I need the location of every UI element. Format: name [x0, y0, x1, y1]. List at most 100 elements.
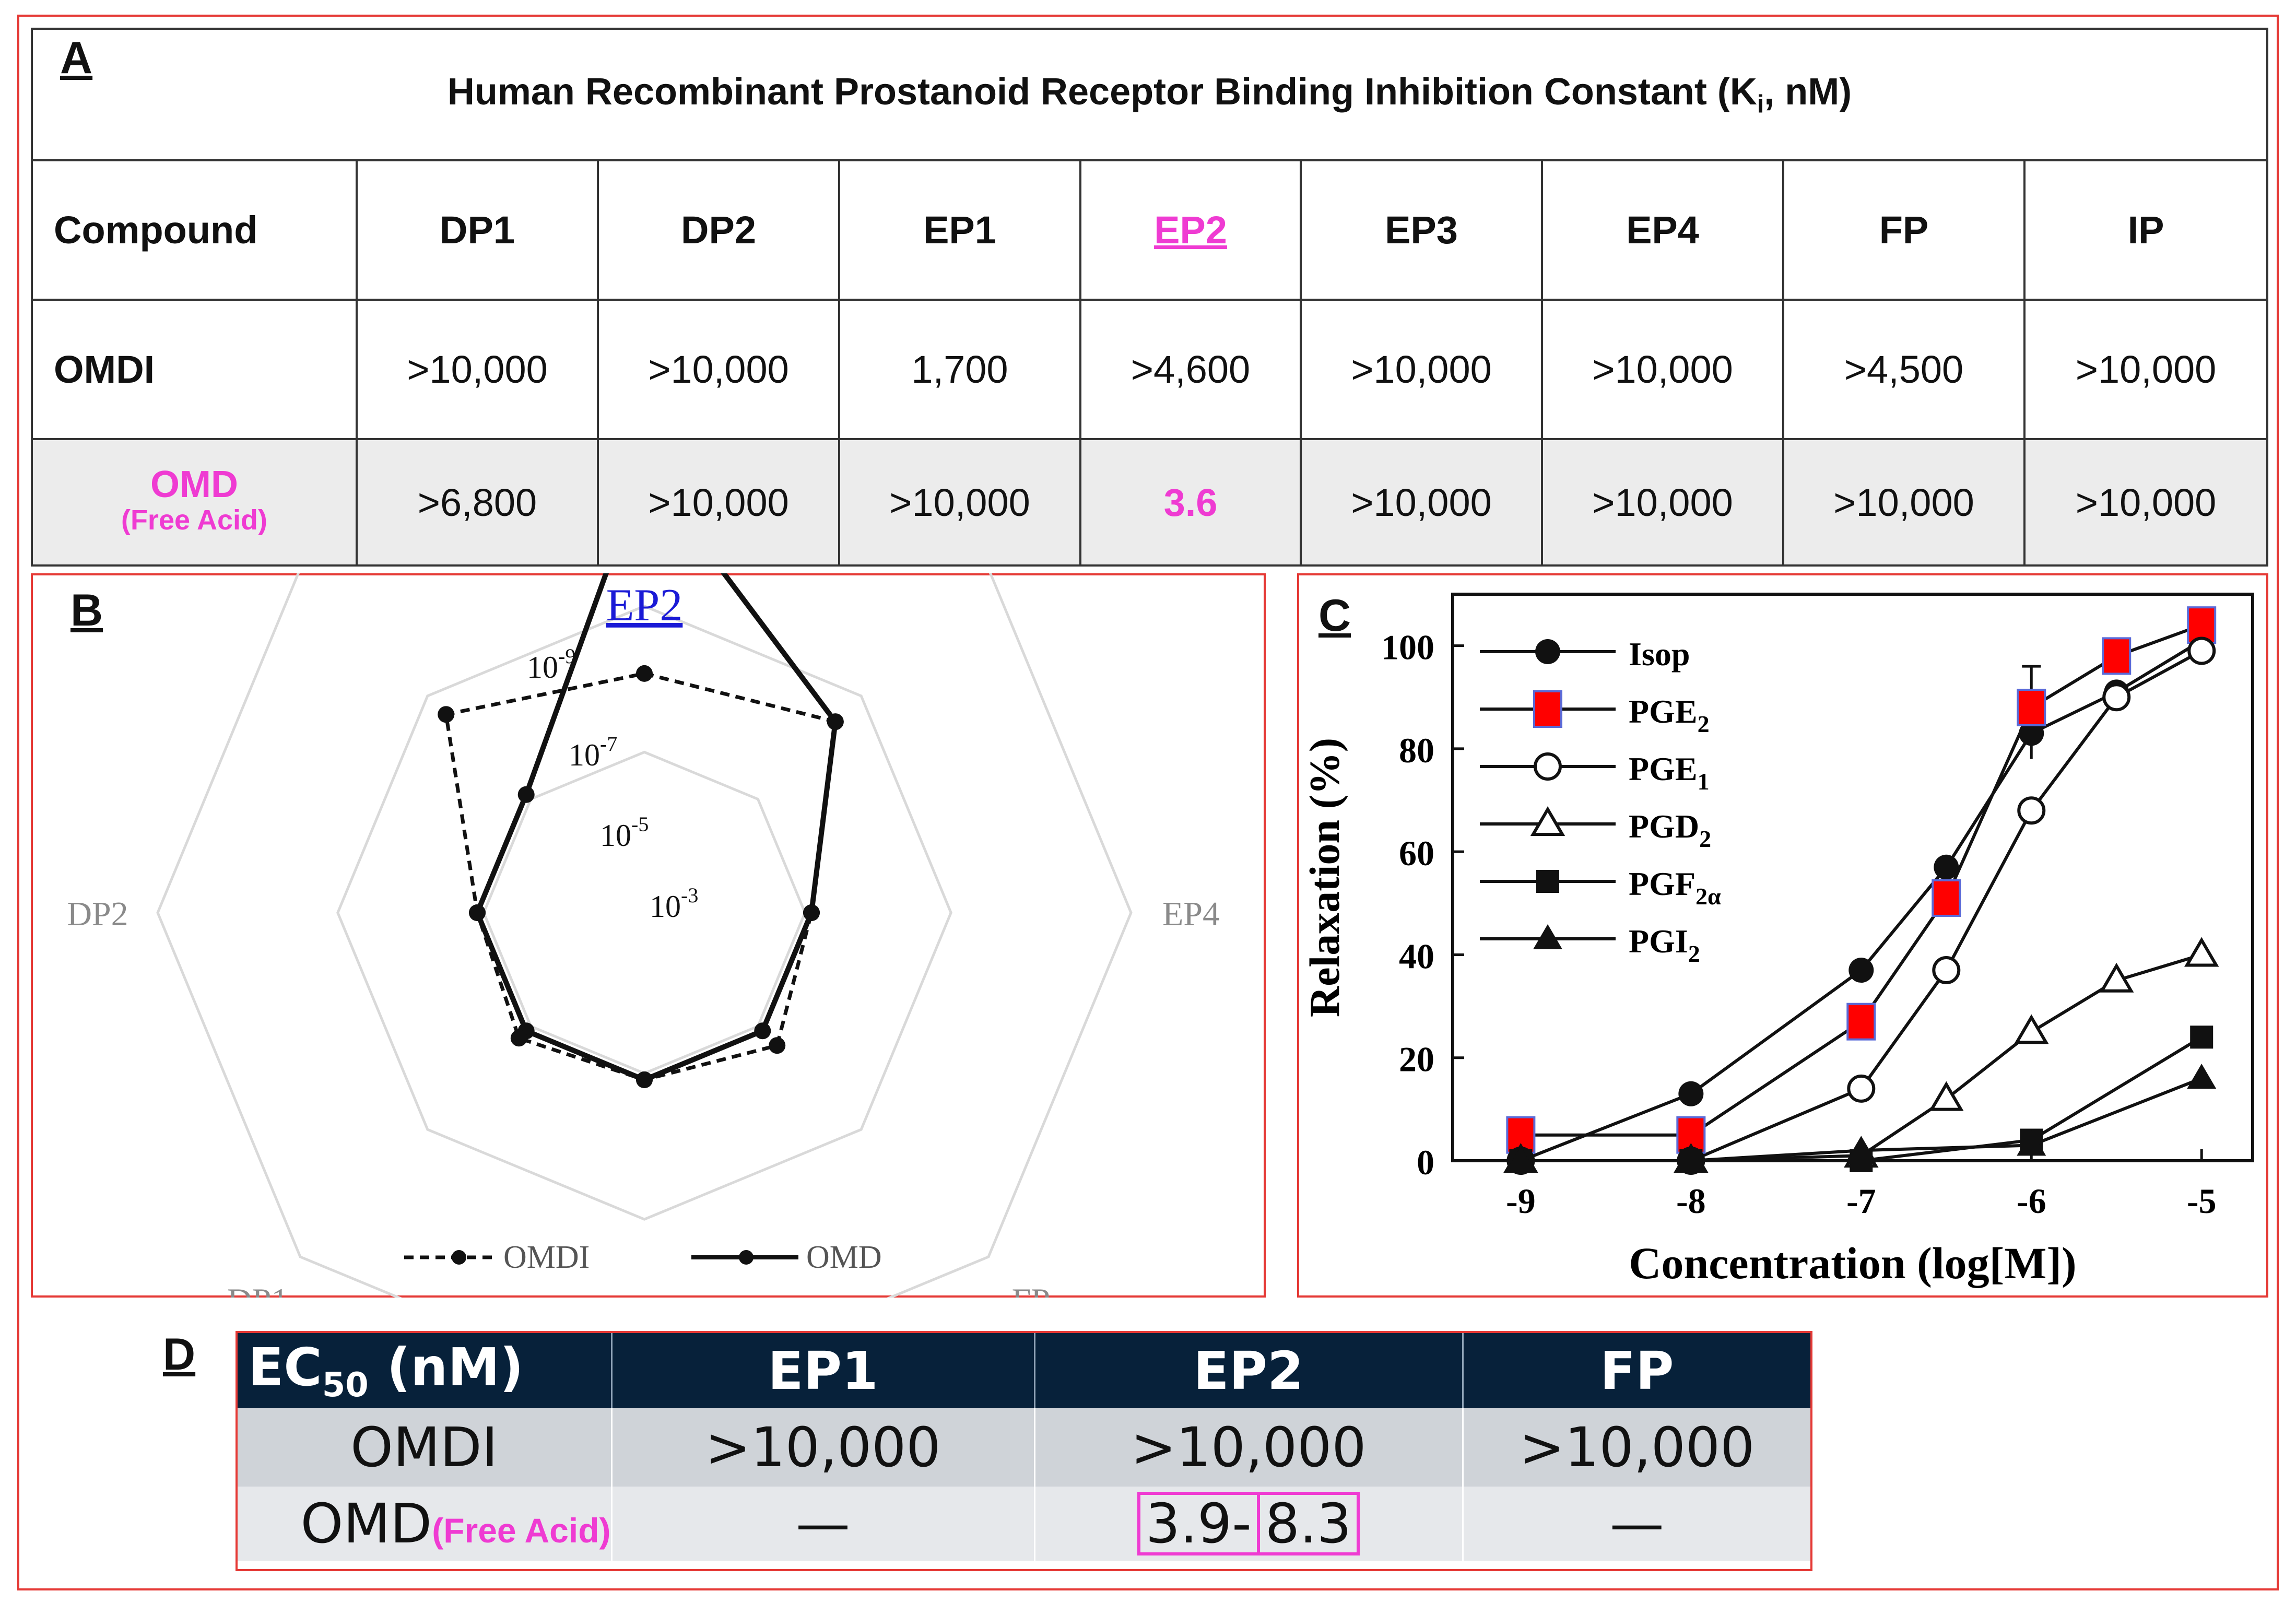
data-point-1	[2102, 637, 2132, 675]
ec50-header-row: EC50 (nM) EP1 EP2 FP	[238, 1333, 1810, 1408]
radar-axis-label: DP1	[227, 1281, 288, 1298]
radar-ring-label: 10-5	[600, 812, 649, 853]
radar-axis-label-ep2: EP2	[606, 580, 683, 631]
compound-label: OMD	[300, 1492, 432, 1555]
panel-d-frame	[236, 1331, 1812, 1571]
radar-series-omd	[474, 573, 839, 1083]
col-header: EP1	[611, 1333, 1035, 1408]
radar-point-omd	[517, 786, 535, 803]
legend-label-omdi: OMDI	[503, 1240, 590, 1275]
table-cell: >10,000	[611, 1408, 1035, 1487]
legend-label: PGE2	[1629, 693, 1710, 737]
radar-series-omdi	[444, 671, 838, 1082]
legend-label: PGE1	[1629, 750, 1710, 795]
col-header: EP4	[1541, 159, 1784, 301]
x-tick-label: -5	[2187, 1181, 2217, 1221]
data-point-2	[2187, 637, 2216, 665]
legend-label: Isop	[1629, 635, 1690, 673]
legend-marker	[1533, 690, 1562, 728]
y-axis-label: Relaxation (%)	[1301, 738, 1348, 1017]
radar-point-omdi	[769, 1037, 786, 1054]
col-header: EP1	[838, 159, 1081, 301]
table-cell: >10,000	[1782, 438, 2026, 567]
x-tick-label: -9	[1506, 1181, 1536, 1221]
binding-table: Human Recombinant Prostanoid Receptor Bi…	[30, 28, 2269, 567]
x-tick-label: -8	[1676, 1181, 1706, 1221]
table-row: OMD (Free Acid) >6,800 >10,000 >10,000 3…	[31, 438, 2269, 567]
data-point-2	[2017, 796, 2046, 825]
radar-point-omdi	[438, 706, 455, 723]
col-header: IP	[2023, 159, 2269, 301]
legend-label: PGI2	[1629, 923, 1700, 967]
data-point-2	[1847, 1074, 1876, 1103]
col-header: DP2	[597, 159, 840, 301]
data-point-1	[2017, 689, 2046, 726]
data-point-5	[2187, 1064, 2217, 1089]
legend-marker-omdi	[452, 1250, 466, 1265]
data-point-5	[2017, 1130, 2046, 1156]
radar-ring-label: 10-3	[650, 883, 698, 924]
table-cell: >10,000	[1541, 438, 1784, 567]
legend-marker	[1533, 924, 1562, 949]
data-point-5	[1676, 1146, 1706, 1171]
table-cell: >10,000	[838, 438, 1081, 567]
data-point-0	[1848, 958, 1874, 983]
legend-marker	[1536, 870, 1559, 893]
table-cell: >10,000	[1034, 1408, 1464, 1487]
table-cell: >4,500	[1782, 299, 2026, 440]
table-cell: >10,000	[1300, 438, 1543, 567]
data-point-4	[2190, 1026, 2213, 1049]
table-cell: —	[611, 1487, 1035, 1561]
radar-ring-label: 10-7	[569, 732, 617, 772]
radar-axis-label: DP2	[67, 895, 128, 933]
x-tick-label: -7	[1846, 1181, 1876, 1221]
data-point-3	[2099, 962, 2134, 993]
y-tick-label: 60	[1399, 833, 1434, 873]
panel-b-frame	[31, 573, 1266, 1298]
table-cell: >10,000	[2023, 299, 2269, 440]
table-cell: >10,000	[1463, 1408, 1810, 1487]
compound-name: OMD(Free Acid)	[238, 1487, 613, 1561]
data-point-0	[1678, 1081, 1704, 1106]
compound-note: (Free Acid)	[432, 1511, 611, 1550]
table-cell-highlight: 3.9- 8.3	[1034, 1487, 1464, 1561]
data-point-1	[1932, 879, 1961, 917]
y-tick-label: 80	[1399, 730, 1434, 770]
ec50-header-label: EC50 (nM)	[238, 1333, 613, 1408]
compound-label: OMD	[150, 464, 238, 505]
table-cell: >10,000	[1300, 299, 1543, 440]
radar-point-omdi	[803, 904, 820, 921]
radar-point-omdi	[636, 665, 653, 682]
data-point-2	[2102, 683, 2131, 712]
radar-chart: EP2EP3EP4FPIPDP1DP2EP110-910-710-510-3OM…	[67, 573, 1220, 1298]
compound-name: OMD (Free Acid)	[31, 438, 358, 567]
table-cell: >10,000	[597, 438, 840, 567]
legend-marker	[1530, 806, 1565, 836]
radar-point-omdi	[510, 1030, 527, 1047]
data-point-3	[2014, 1014, 2049, 1044]
x-axis-label: Concentration (log[M])	[1629, 1238, 2076, 1288]
legend-marker-omd	[739, 1250, 753, 1265]
x-tick-label: -6	[2017, 1181, 2046, 1221]
legend-label-omd: OMD	[806, 1240, 882, 1275]
panel-c-letter: C	[1318, 591, 1351, 641]
table-cell: >10,000	[356, 299, 599, 440]
col-header: EP2	[1034, 1333, 1464, 1408]
ec50-low-box: 3.9-	[1137, 1492, 1260, 1555]
col-header: FP	[1463, 1333, 1810, 1408]
panel-b-letter: B	[70, 585, 103, 635]
radar-axis-label: FP	[1012, 1281, 1050, 1298]
radar-point-omd	[754, 1022, 771, 1040]
data-point-3	[2184, 937, 2219, 967]
radar-point-omdi	[827, 713, 844, 730]
radar-ring-label: 10-9	[527, 644, 575, 685]
table-title: Human Recombinant Prostanoid Receptor Bi…	[30, 28, 2269, 161]
compound-name: OMDI	[31, 299, 358, 440]
data-point-0	[2019, 721, 2044, 746]
compound-note: (Free Acid)	[121, 504, 268, 536]
table-header-row: Compound DP1 DP2 EP1 EP2 EP3 EP4 FP IP	[31, 159, 2269, 301]
col-header-ep2: EP2	[1079, 159, 1302, 301]
table-row: OMDI >10,000 >10,000 >10,000	[238, 1408, 1810, 1487]
ec50-high-box: 8.3	[1256, 1492, 1360, 1555]
legend-marker	[1535, 639, 1560, 664]
